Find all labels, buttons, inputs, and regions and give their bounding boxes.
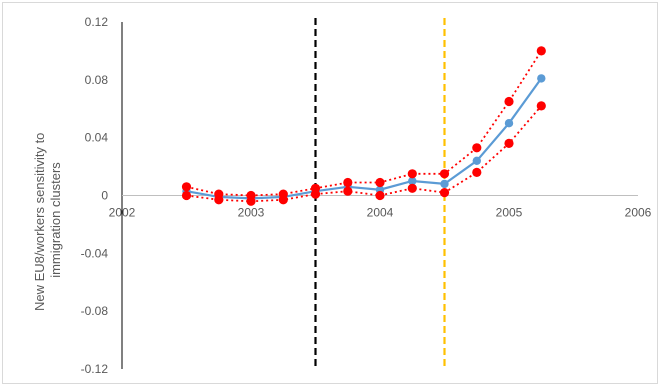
confidence-band-point — [181, 190, 192, 201]
confidence-band-point — [472, 167, 482, 177]
x-tick-label: 2004 — [367, 206, 394, 220]
y-tick-label: -0.08 — [81, 304, 109, 318]
x-tick-labels: 2002 2003 2004 2005 2006 — [109, 206, 652, 220]
confidence-band-line — [186, 105, 542, 203]
y-axis-label-line-2: immigration clusters — [48, 162, 63, 278]
confidence-band-point — [407, 183, 417, 193]
reference-lines — [314, 18, 446, 369]
confidence-band-point — [246, 196, 256, 206]
y-tick-label: 0.04 — [85, 131, 109, 145]
estimate-line — [186, 77, 543, 200]
series-group — [181, 46, 546, 206]
confidence-band-point — [504, 138, 514, 148]
confidence-band-point — [214, 195, 224, 205]
confidence-band-line — [186, 50, 543, 197]
estimate-point — [504, 119, 514, 128]
y-tick-label: 0.08 — [85, 73, 109, 87]
confidence-band-point — [181, 182, 192, 192]
y-tick-labels: 0.12 0.08 0.04 0 -0.04 -0.08 -0.12 — [81, 15, 109, 376]
confidence-band-point — [310, 189, 321, 199]
confidence-band-point — [278, 195, 288, 205]
y-tick-label: 0.12 — [85, 15, 109, 29]
confidence-band-point — [343, 177, 353, 188]
x-tick-label: 2006 — [625, 206, 652, 220]
y-tick-label: -0.04 — [81, 246, 109, 260]
x-tick-label: 2003 — [238, 206, 265, 220]
estimate-point — [537, 74, 546, 83]
confidence-band-point — [407, 169, 417, 179]
confidence-band-point — [504, 96, 514, 107]
confidence-band-point — [536, 101, 546, 111]
confidence-band-point — [472, 143, 482, 153]
confidence-band-point — [536, 46, 546, 56]
confidence-band-point — [375, 177, 385, 188]
confidence-band-point — [439, 188, 450, 198]
y-tick-label: 0 — [101, 189, 108, 203]
estimate-point — [408, 176, 417, 186]
chart-frame — [2, 2, 658, 384]
confidence-band-point — [375, 190, 385, 201]
estimate-point — [440, 179, 449, 189]
estimate-point — [472, 156, 481, 165]
confidence-band-point — [439, 169, 450, 179]
y-axis-label-line-1: New EU8/workers sensitivity to — [32, 133, 47, 311]
confidence-band-point — [343, 186, 353, 196]
y-tick-label: -0.12 — [81, 362, 109, 376]
x-tick-label: 2005 — [496, 206, 523, 220]
y-axis-label: New EU8/workers sensitivity to immigrati… — [32, 129, 63, 311]
